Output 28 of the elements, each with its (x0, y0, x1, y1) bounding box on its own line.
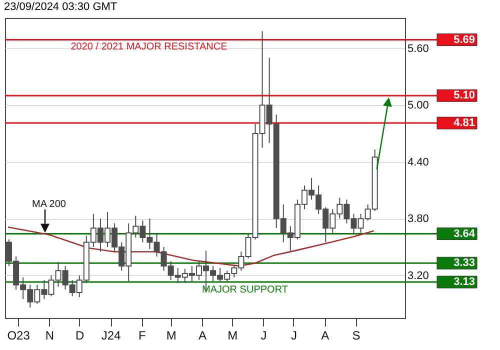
x-tick-label: M (166, 328, 176, 342)
ref-line-label: 4.81 (454, 117, 475, 130)
y-tick-label: 5.00 (408, 100, 429, 112)
ref-line-label: 5.69 (454, 34, 475, 46)
annotation: MA 200 (32, 199, 66, 210)
ref-line-label: 3.33 (454, 257, 475, 270)
x-tick-label: M (228, 328, 238, 342)
x-tick-label: J (290, 328, 297, 342)
x-tick-label: D (76, 328, 85, 342)
x-tick-label: A (321, 328, 330, 342)
x-tick-label: J (260, 328, 267, 342)
annotation: 2020 / 2021 MAJOR RESISTANCE (70, 42, 228, 52)
ref-line-label: 3.64 (454, 228, 476, 240)
text: 23/09/2024 03:30 GMT (3, 0, 118, 15)
x-tick-label: F (138, 328, 146, 342)
y-tick-label: 3.80 (408, 213, 429, 226)
y-tick-label: 4.40 (408, 156, 429, 168)
ref-line-label: 3.13 (454, 276, 475, 288)
ref-line-label: 5.10 (454, 90, 475, 102)
y-tick-label: 5.60 (408, 42, 429, 55)
y-tick-label: 3.20 (408, 270, 429, 282)
x-tick-label: O23 (7, 328, 30, 342)
line-series (7, 226, 374, 267)
x-tick-label: N (45, 328, 54, 342)
annotation: MAJOR SUPPORT (202, 284, 288, 296)
x-tick-label: A (198, 328, 206, 342)
x-tick-label: J24 (101, 328, 122, 342)
x-tick-label: S (352, 328, 360, 342)
